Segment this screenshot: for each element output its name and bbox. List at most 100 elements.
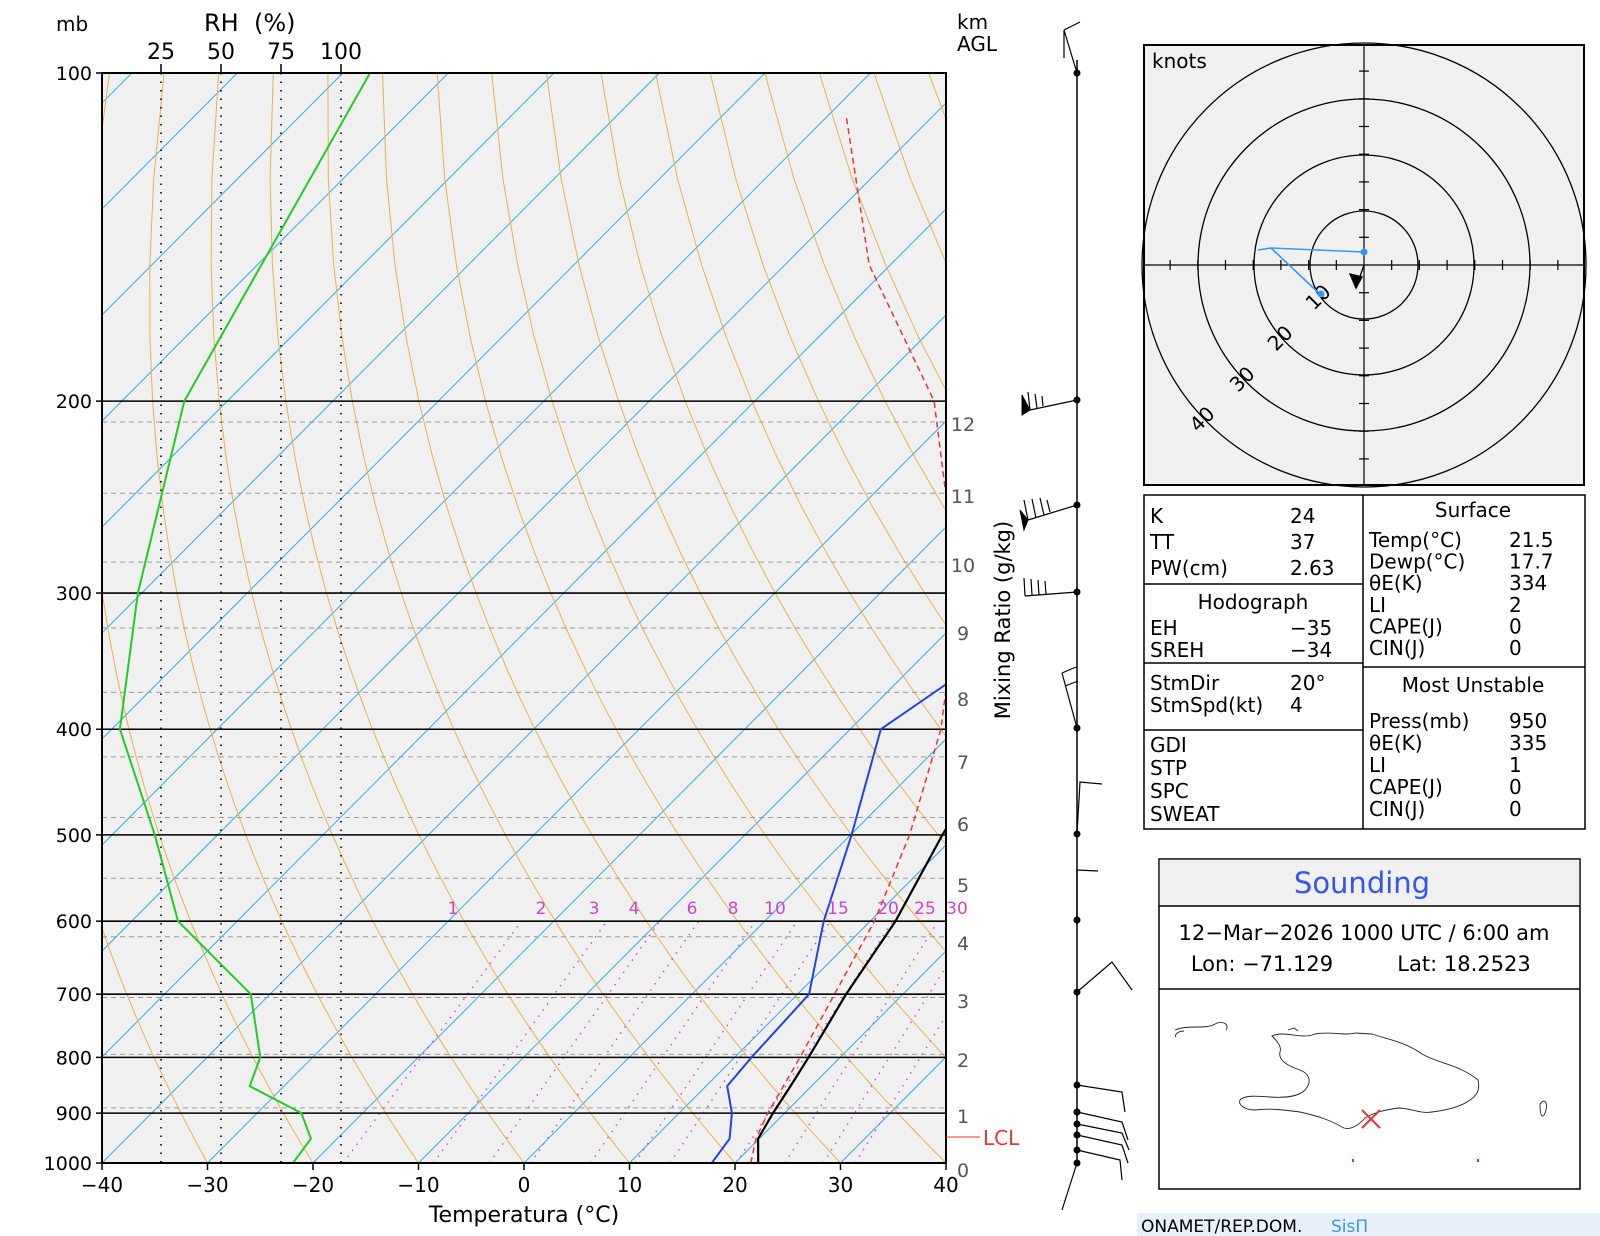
rh-profile-line xyxy=(118,73,371,1163)
surface-tempc-value: 21.5 xyxy=(1509,528,1554,552)
temperature-tick-label: 30 xyxy=(828,1173,853,1197)
wind-barb xyxy=(1061,1162,1078,1211)
sounding-title: Sounding xyxy=(1294,866,1430,900)
mu-ek-label: θE(K) xyxy=(1369,731,1423,755)
mu-li-label: LI xyxy=(1369,753,1386,777)
isotherm-line xyxy=(102,73,871,846)
sounding-longitude: Lon: −71.129 xyxy=(1191,952,1333,976)
temperature-tick-label: 0 xyxy=(518,1173,531,1197)
surface-tempc-label: Temp(°C) xyxy=(1368,528,1462,552)
dry-adiabat-line xyxy=(210,73,525,1163)
dry-adiabat-line xyxy=(149,73,419,1163)
mixing-ratio-line xyxy=(342,920,523,1163)
surface-section-title: Surface xyxy=(1435,498,1511,522)
wind-barb-column xyxy=(1019,21,1133,1211)
km-tick-label: 2 xyxy=(957,1050,969,1072)
mixing-ratio-tick-label: 1 xyxy=(448,899,459,919)
wind-barb xyxy=(1027,391,1078,411)
dry-adiabat-line xyxy=(600,73,946,846)
km-tick-label: 3 xyxy=(957,991,969,1013)
mixing-ratio-tick-label: 15 xyxy=(827,899,849,919)
isotherm-line xyxy=(102,314,946,1163)
pressure-tick-label: 400 xyxy=(56,719,92,741)
pressure-tick-label: 500 xyxy=(56,825,92,847)
hodograph-ring xyxy=(1141,42,1587,488)
isotherm-line xyxy=(0,73,26,1163)
wind-barb-dot xyxy=(1073,396,1081,404)
mixing-ratio-line xyxy=(822,965,946,1163)
surface-cinj-label: CIN(J) xyxy=(1369,636,1425,660)
hodograph-section-title: Hodograph xyxy=(1198,590,1309,614)
hodograph-point xyxy=(1317,290,1325,298)
temperature-tick-label: 40 xyxy=(933,1173,958,1197)
sounding-info-box: Sounding 12−Mar−2026 1000 UTC / 6:00 am … xyxy=(1158,858,1581,1190)
wind-barb-dot xyxy=(1073,830,1081,838)
km-tick-label: 9 xyxy=(957,623,969,645)
sounding-latitude: Lat: 18.2523 xyxy=(1397,952,1530,976)
temperature-tick-label: −10 xyxy=(397,1173,439,1197)
series-lines xyxy=(118,73,946,1163)
footer-source: ONAMET/REP.DOM. xyxy=(1141,1217,1302,1236)
wind-barb-dot xyxy=(1073,1120,1081,1128)
isotherm-line xyxy=(734,950,946,1163)
mixing-ratio-tick-label: 10 xyxy=(764,899,786,919)
surface-li-label: LI xyxy=(1369,593,1386,617)
wind-barb xyxy=(1063,21,1081,74)
surface-ek-label: θE(K) xyxy=(1369,571,1423,595)
isotherm-line xyxy=(102,208,946,1058)
temperature-tick-label: −40 xyxy=(81,1173,123,1197)
wind-barb-dot xyxy=(1073,1159,1081,1167)
pressure-tick-label: 1000 xyxy=(44,1153,92,1175)
pressure-tick-label: 200 xyxy=(56,391,92,413)
mixing-ratio-tick-label: 8 xyxy=(728,899,739,919)
surface-dewpc-value: 17.7 xyxy=(1509,550,1554,574)
wind-barb-dot xyxy=(1073,588,1081,596)
mixing-ratio-tick-label: 2 xyxy=(536,899,547,919)
km-tick-label: 7 xyxy=(957,752,969,774)
mixing-ratio-tick-label: 4 xyxy=(629,899,640,919)
index-sweat-label: SWEAT xyxy=(1150,802,1220,826)
isotherm-line xyxy=(102,73,344,316)
km-tick-label: 10 xyxy=(951,555,975,577)
km-tick-label: 4 xyxy=(957,933,969,955)
wind-barb xyxy=(1076,1084,1126,1113)
index-pwcm-label: PW(cm) xyxy=(1150,556,1228,580)
mixing-ratio-tick-label: 30 xyxy=(946,899,968,919)
km-tick-label: 6 xyxy=(957,814,969,836)
pressure-tick-label: 300 xyxy=(56,583,92,605)
rh-tick-label: 50 xyxy=(207,40,235,65)
isotherm-line xyxy=(207,420,946,1163)
location-map xyxy=(1174,1021,1547,1129)
dry-adiabat-line xyxy=(102,73,314,1163)
wind-barb xyxy=(1076,1123,1130,1151)
mixing-ratio-tick-label: 6 xyxy=(687,899,698,919)
wind-barb xyxy=(1076,961,1133,993)
rh-axis-title: RH (%) xyxy=(204,9,296,37)
mu-pressmb-label: Press(mb) xyxy=(1369,709,1469,733)
dry-adiabat-line xyxy=(327,73,736,1163)
surface-capej-label: CAPE(J) xyxy=(1369,614,1443,638)
surface-ek-value: 334 xyxy=(1509,571,1547,595)
most-unstable-section-title: Most Unstable xyxy=(1402,673,1545,697)
mixing-ratio-line xyxy=(735,920,894,1163)
km-tick-label: 5 xyxy=(957,875,969,897)
temperature-tick-label: 20 xyxy=(722,1173,747,1197)
pressure-tick-label: 900 xyxy=(56,1103,92,1125)
isotherm-line xyxy=(102,73,555,528)
wind-barb-dot xyxy=(1073,988,1081,996)
index-stp-label: STP xyxy=(1150,756,1187,780)
index-tt-value: 37 xyxy=(1290,530,1315,554)
pressure-tick-label: 700 xyxy=(56,984,92,1006)
wind-barb xyxy=(1076,1149,1123,1181)
km-tick-label: 0 xyxy=(957,1160,969,1182)
index-gdi-label: GDI xyxy=(1150,733,1187,757)
surface-dewpc-label: Dewp(°C) xyxy=(1369,550,1465,574)
wind-barb-dot xyxy=(1073,1131,1081,1139)
footer-brand: SisΠ xyxy=(1331,1217,1368,1236)
background-grid xyxy=(0,73,946,1163)
hodo-sreh-label: SREH xyxy=(1150,638,1204,662)
isotherm-line xyxy=(629,844,946,1163)
index-pwcm-value: 2.63 xyxy=(1290,556,1335,580)
wind-barb-dot xyxy=(1073,1108,1081,1116)
mu-li-value: 1 xyxy=(1509,753,1522,777)
